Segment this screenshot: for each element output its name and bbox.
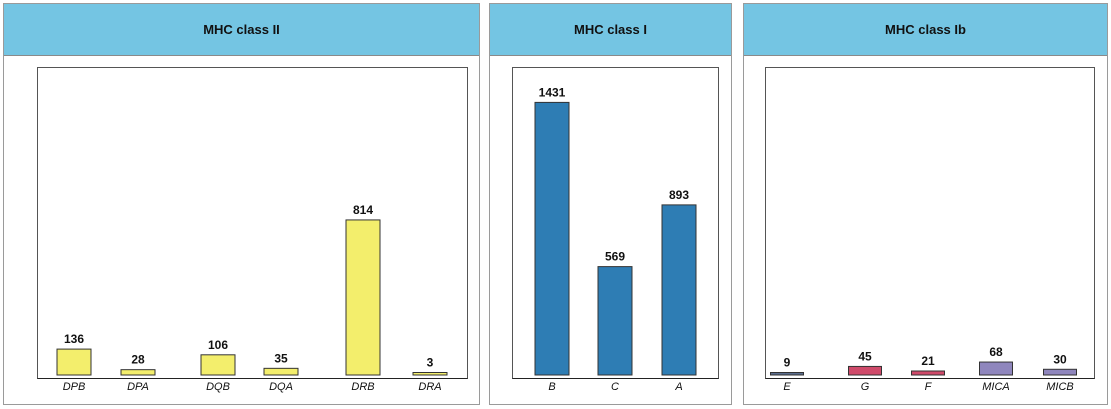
data-label: 9 <box>784 356 791 370</box>
x-tick-label: F <box>925 381 933 393</box>
x-tick-label: DQB <box>206 381 230 393</box>
bar-dpb <box>56 348 92 376</box>
x-tick-label: DPA <box>127 381 149 393</box>
chart-panel-mhc-class-ii: MHC class II 136 DPB 28 DPA 106 DQB 35 DQA 814 DR… <box>3 3 480 405</box>
data-label: 136 <box>64 332 84 346</box>
data-label: 893 <box>669 188 689 202</box>
bar-dpa <box>120 369 156 376</box>
bar-b <box>534 101 570 376</box>
data-label: 814 <box>353 203 373 217</box>
panel-title: MHC class Ib <box>744 4 1107 56</box>
chart-panel-mhc-class-i: MHC class I 1431 B 569 C 893 A <box>489 3 732 405</box>
x-tick-label: DRB <box>351 381 374 393</box>
x-tick-label: DPB <box>63 381 86 393</box>
bar-e <box>770 372 804 376</box>
bar-dqb <box>200 354 236 376</box>
chart-panel-mhc-class-ib: MHC class Ib 9 E 45 G 21 F 68 MICA 30 MICB <box>743 3 1108 405</box>
x-tick-label: G <box>861 381 870 393</box>
data-label: 45 <box>858 349 872 363</box>
bar-dra <box>412 372 448 376</box>
panel-title: MHC class I <box>490 4 731 56</box>
bar-chart: 9 E 45 G 21 F 68 MICA 30 MICB <box>770 345 1077 393</box>
data-label: 3 <box>427 356 434 370</box>
x-tick-label: B <box>548 381 555 393</box>
bar-chart: 136 DPB 28 DPA 106 DQB 35 DQA 814 DRB 3 DRA <box>56 203 448 393</box>
bar-c <box>597 266 633 376</box>
x-tick-label: E <box>783 381 791 393</box>
panel-title: MHC class II <box>4 4 479 56</box>
data-label: 1431 <box>539 85 566 99</box>
data-label: 30 <box>1053 352 1067 366</box>
bar-drb <box>345 219 381 376</box>
bar-g <box>848 365 882 376</box>
data-label: 28 <box>131 353 145 367</box>
plot-area <box>512 67 719 379</box>
x-tick-label: MICA <box>982 381 1010 393</box>
x-tick-label: MICB <box>1046 381 1074 393</box>
data-label: 106 <box>208 338 228 352</box>
plot-area <box>765 67 1095 379</box>
bar-dqa <box>263 367 299 376</box>
bar-f <box>911 370 945 376</box>
data-label: 569 <box>605 250 625 264</box>
data-label: 21 <box>921 354 935 368</box>
data-label: 68 <box>989 345 1003 359</box>
data-label: 35 <box>274 351 288 365</box>
bar-chart: 1431 B 569 C 893 A <box>534 85 697 393</box>
bar-mica <box>979 361 1013 376</box>
bar-micb <box>1043 368 1077 376</box>
x-tick-label: C <box>611 381 619 393</box>
x-tick-label: DRA <box>418 381 441 393</box>
x-tick-label: DQA <box>269 381 293 393</box>
x-tick-label: A <box>674 381 682 393</box>
bar-a <box>661 204 697 376</box>
plot-area <box>37 67 468 379</box>
